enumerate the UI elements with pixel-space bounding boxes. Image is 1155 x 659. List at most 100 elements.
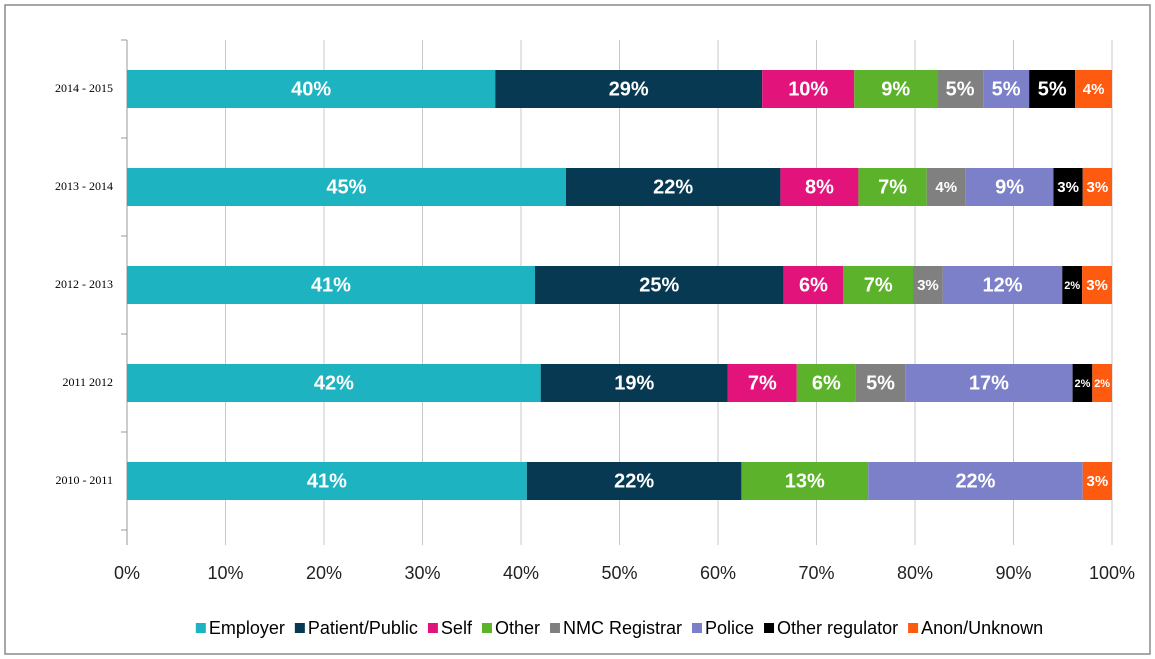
- legend-swatch: [481, 623, 492, 633]
- x-tick-label: 60%: [700, 563, 736, 583]
- data-label: 7%: [864, 274, 893, 296]
- data-label: 2%: [1064, 280, 1080, 292]
- data-label: 29%: [609, 78, 649, 100]
- legend-label: Anon/Unknown: [921, 618, 1043, 638]
- legend-label: Other regulator: [777, 618, 898, 638]
- bar-segment: [1062, 266, 1083, 304]
- bar-segment: [1082, 462, 1112, 500]
- bar-segment: [540, 364, 728, 402]
- bar-segment: [127, 70, 496, 108]
- data-label: 45%: [326, 176, 366, 198]
- bar-segment: [868, 462, 1083, 500]
- y-tick-label: 2011 2012: [62, 375, 113, 389]
- bar-segment: [727, 364, 797, 402]
- x-tick-label: 90%: [995, 563, 1031, 583]
- bar-segment: [937, 70, 984, 108]
- data-label: 42%: [314, 372, 354, 394]
- legend-label: Self: [441, 618, 473, 638]
- data-label: 3%: [1087, 179, 1109, 196]
- bar-segment: [983, 70, 1030, 108]
- data-label: 3%: [1057, 179, 1079, 196]
- bar-segment: [1092, 364, 1112, 402]
- data-label: 2%: [1094, 378, 1110, 390]
- data-label: 41%: [311, 274, 351, 296]
- data-label: 17%: [969, 372, 1009, 394]
- legend-label: NMC Registrar: [563, 618, 682, 638]
- data-label: 3%: [917, 277, 939, 294]
- data-label: 22%: [653, 176, 693, 198]
- bar-segment: [495, 70, 763, 108]
- legend-swatch: [692, 623, 702, 633]
- bar-segment: [1075, 70, 1112, 108]
- data-label: 4%: [935, 179, 957, 196]
- data-label: 25%: [639, 274, 679, 296]
- bar-segment: [843, 266, 914, 304]
- legend-swatch: [427, 623, 438, 633]
- data-label: 2%: [1074, 378, 1090, 390]
- bar-segment: [741, 462, 869, 500]
- x-tick-label: 50%: [601, 563, 637, 583]
- bar-segment: [780, 168, 859, 206]
- data-label: 5%: [1038, 78, 1067, 100]
- data-label: 4%: [1083, 81, 1105, 98]
- data-label: 5%: [946, 78, 975, 100]
- x-tick-label: 70%: [798, 563, 834, 583]
- data-label: 5%: [866, 372, 895, 394]
- y-tick-label: 2010 - 2011: [55, 473, 113, 487]
- data-label: 10%: [788, 78, 828, 100]
- bar-segment: [855, 364, 906, 402]
- bar-segment: [1053, 168, 1083, 206]
- bar-segment: [127, 462, 527, 500]
- data-label: 6%: [799, 274, 828, 296]
- bar-segment: [1082, 168, 1112, 206]
- legend-label: Patient/Public: [308, 618, 418, 638]
- data-label: 3%: [1087, 473, 1109, 490]
- bar-segment: [913, 266, 943, 304]
- bar-segment: [858, 168, 927, 206]
- bar-segment: [796, 364, 856, 402]
- bar-segment: [1029, 70, 1076, 108]
- data-label: 3%: [1086, 277, 1108, 294]
- legend-swatch: [195, 623, 206, 633]
- bar-segment: [905, 364, 1073, 402]
- bar-segment: [926, 168, 966, 206]
- data-label: 22%: [614, 470, 654, 492]
- bar-segment: [965, 168, 1054, 206]
- x-tick-label: 40%: [503, 563, 539, 583]
- data-label: 19%: [614, 372, 654, 394]
- x-tick-label: 10%: [207, 563, 243, 583]
- y-tick-label: 2014 - 2015: [55, 81, 113, 95]
- data-label: 40%: [291, 78, 331, 100]
- x-tick-label: 100%: [1089, 563, 1135, 583]
- legend-label: Police: [705, 618, 754, 638]
- x-tick-label: 30%: [404, 563, 440, 583]
- legend-swatch: [908, 623, 919, 633]
- bar-segment: [783, 266, 844, 304]
- legend-label: Other: [495, 618, 540, 638]
- data-label: 13%: [785, 470, 825, 492]
- legend-swatch: [549, 623, 560, 633]
- x-tick-label: 80%: [897, 563, 933, 583]
- frame: [4, 4, 1151, 655]
- x-tick-label: 0%: [114, 563, 140, 583]
- bar-segment: [854, 70, 938, 108]
- x-tick-label: 20%: [306, 563, 342, 583]
- bar-segment: [942, 266, 1063, 304]
- bar-segment: [1072, 364, 1093, 402]
- bar-segment: [565, 168, 781, 206]
- data-label: 9%: [995, 176, 1024, 198]
- data-label: 5%: [992, 78, 1021, 100]
- data-label: 7%: [878, 176, 907, 198]
- legend-label: Employer: [209, 618, 285, 638]
- bar-segment: [1082, 266, 1112, 304]
- data-label: 9%: [881, 78, 910, 100]
- bar-segment: [526, 462, 742, 500]
- legend-swatch: [764, 623, 775, 633]
- data-label: 41%: [307, 470, 347, 492]
- data-label: 8%: [805, 176, 834, 198]
- bar-segment: [127, 266, 535, 304]
- bar-segment: [127, 364, 541, 402]
- bar-segment: [762, 70, 855, 108]
- data-label: 6%: [812, 372, 841, 394]
